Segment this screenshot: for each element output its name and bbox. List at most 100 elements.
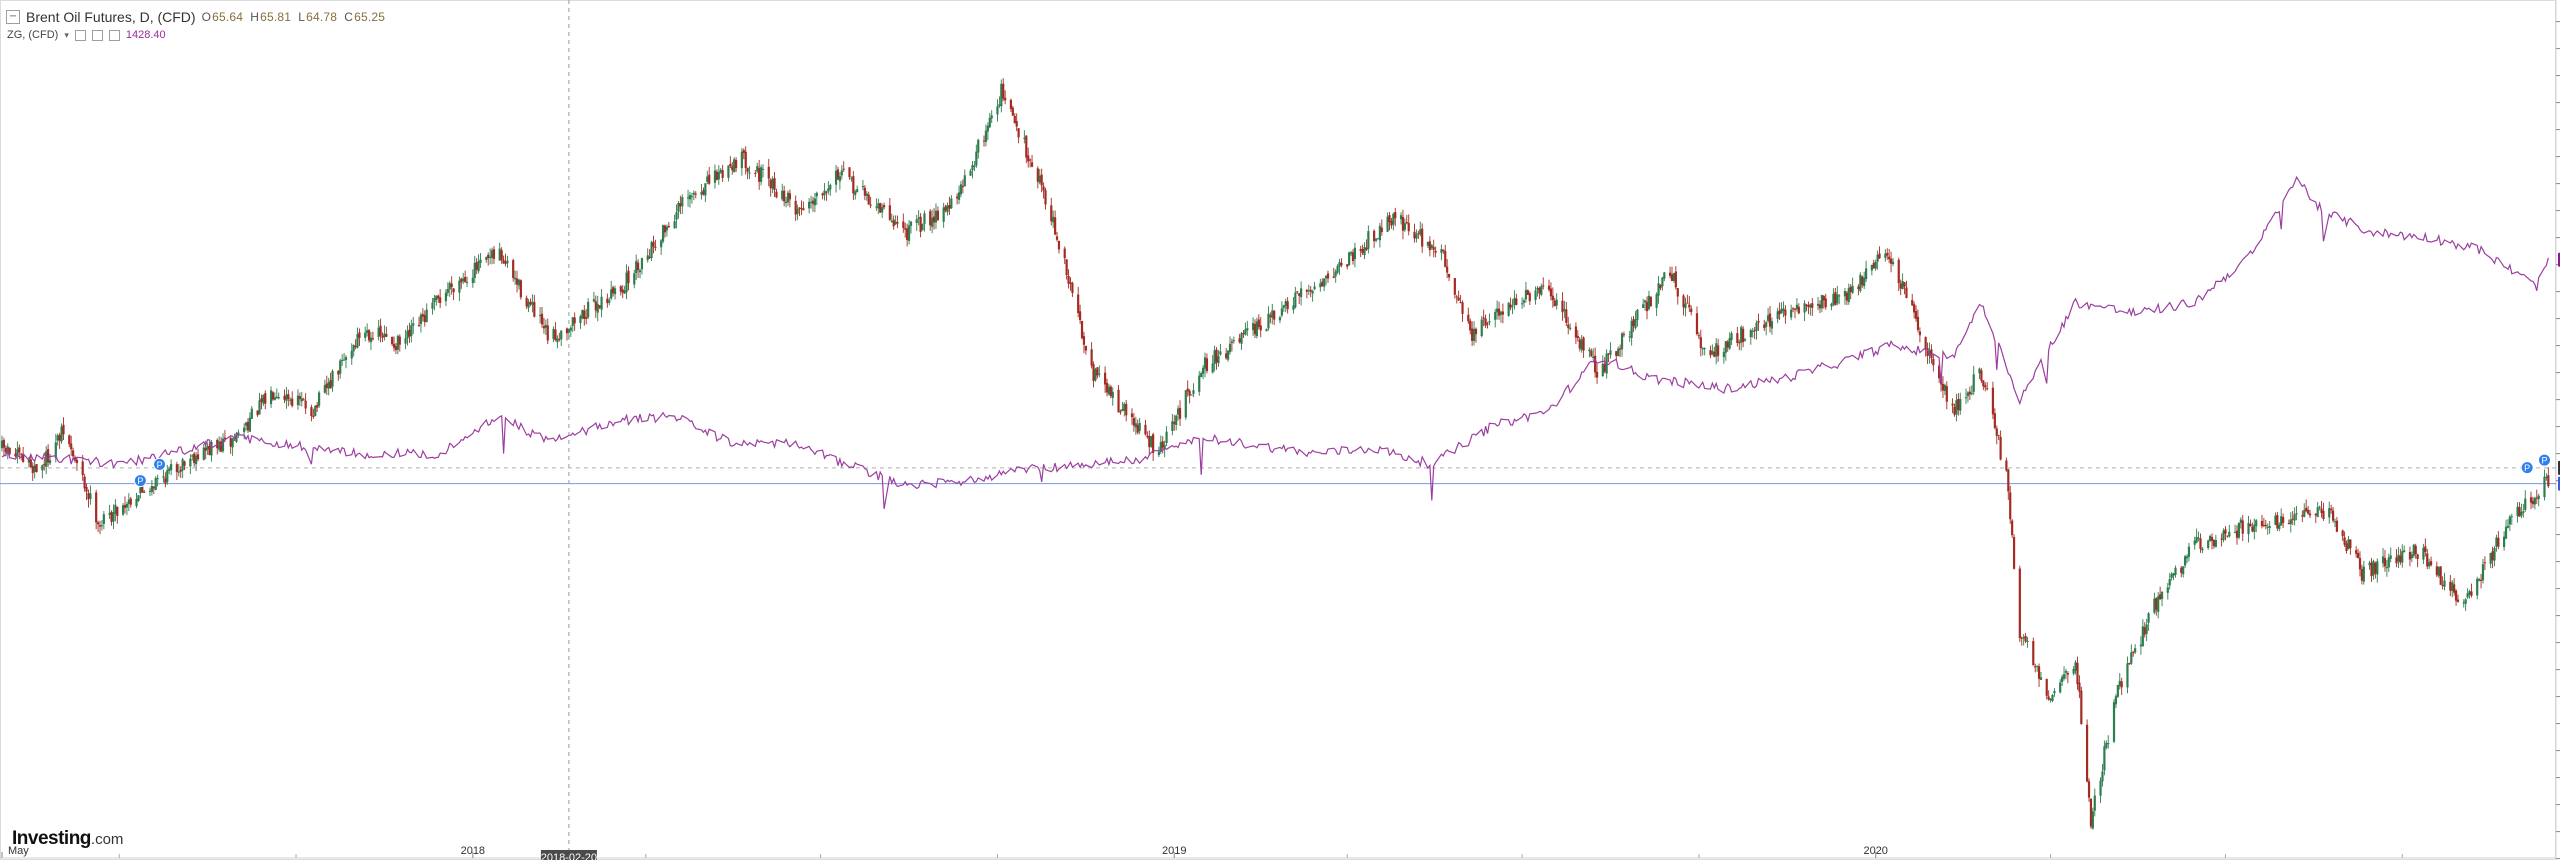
collapse-legend-button[interactable]: − [6, 10, 20, 24]
candle-body [485, 256, 488, 260]
candle-body [1055, 236, 1059, 240]
candle-body [2397, 554, 2400, 562]
candle-body [342, 359, 346, 361]
candle-body [2308, 513, 2312, 516]
candle-body [1332, 276, 1335, 278]
candle-body [100, 525, 104, 527]
candle-body [1968, 391, 1971, 395]
candle-body [1246, 328, 1249, 331]
candle-body [2470, 591, 2473, 596]
candle-body [2370, 562, 2373, 577]
candle-body [1415, 234, 1418, 239]
candle-body [2333, 521, 2337, 523]
candle-body [152, 486, 155, 489]
candle-body [2061, 676, 2064, 682]
candle-body [635, 261, 638, 273]
remove-icon[interactable] [108, 29, 120, 41]
candle-body [244, 422, 248, 426]
candle-body [1647, 295, 1651, 310]
candle-body [2262, 525, 2265, 527]
candle-body [396, 335, 399, 350]
candle-body [1632, 319, 1635, 327]
candle-body [1820, 295, 1823, 309]
candle-body [208, 445, 211, 456]
candle-body [462, 278, 465, 282]
candle-body [2012, 536, 2016, 569]
candle-body [2305, 507, 2308, 512]
candle-body [1782, 308, 1785, 312]
candle-body [458, 280, 461, 293]
candle-body [1809, 304, 1812, 308]
candle-body [2276, 515, 2279, 529]
candle-body [316, 404, 319, 408]
candle-body [2503, 536, 2506, 548]
candle-body [337, 370, 340, 375]
candle-body [2143, 627, 2146, 635]
candle-body [1471, 328, 1474, 341]
candle-body [1634, 319, 1637, 329]
candle-body [154, 477, 157, 490]
candle-body [1324, 275, 1328, 279]
candle-body [959, 184, 963, 195]
candle-body [1123, 403, 1126, 411]
candle-body [2535, 497, 2538, 499]
candle-body [366, 330, 369, 333]
symbol-title[interactable]: Brent Oil Futures, D, (CFD) [26, 9, 196, 25]
candle-body [1816, 303, 1820, 306]
candle-body [2214, 540, 2217, 547]
plot-area[interactable] [0, 78, 2550, 830]
candle-body [942, 207, 945, 222]
candle-body [2481, 564, 2485, 581]
candle-body [85, 486, 88, 492]
investing-logo: Investing.com [12, 828, 123, 850]
candle-body [2429, 561, 2433, 566]
candle-body [623, 290, 626, 294]
caret-down-icon[interactable]: ▾ [64, 29, 69, 40]
candle-body [585, 317, 588, 319]
candle-body [1663, 272, 1666, 279]
candle-body [1486, 323, 1489, 325]
candle-body [1469, 320, 1472, 331]
candle-body [2493, 548, 2496, 561]
candle-body [1886, 253, 1889, 256]
candle-body [679, 203, 682, 207]
candle-body [8, 447, 11, 455]
candle-body [1446, 266, 1449, 273]
hide-icon[interactable] [91, 29, 103, 41]
candle-body [1724, 341, 1727, 353]
candle-body [721, 170, 724, 178]
candle-body [492, 249, 496, 259]
candle-body [552, 328, 555, 340]
candle-body [1359, 249, 1362, 251]
candle-body [2180, 567, 2183, 573]
candle-body [1144, 424, 1147, 435]
candle-body [1628, 336, 1631, 338]
candle-body [1980, 370, 1983, 381]
candle-body [2066, 673, 2069, 675]
candle-body [1200, 373, 1203, 377]
candle-body [81, 461, 84, 476]
candle-body [1078, 311, 1082, 321]
settings-icon[interactable] [74, 29, 86, 41]
candle-body [881, 206, 884, 213]
candle-body [1765, 322, 1768, 327]
candle-body [2126, 663, 2129, 688]
candle-body [1528, 293, 1531, 302]
candle-body [1549, 288, 1553, 297]
candle-body [2410, 554, 2413, 559]
candle-body [137, 495, 140, 501]
candle-body [646, 255, 649, 261]
candle-body [1203, 357, 1207, 369]
candle-body [114, 504, 117, 514]
candle-body [421, 314, 424, 317]
candle-body [1851, 285, 1854, 293]
candle-body [1578, 339, 1581, 349]
compare-title[interactable]: ZG, (CFD) [7, 29, 59, 41]
candle-body [592, 299, 595, 302]
candle-body [1684, 303, 1687, 309]
candle-body [892, 219, 895, 227]
candle-body [477, 261, 480, 272]
candle-body [1982, 380, 1985, 387]
candle-body [2403, 550, 2406, 553]
